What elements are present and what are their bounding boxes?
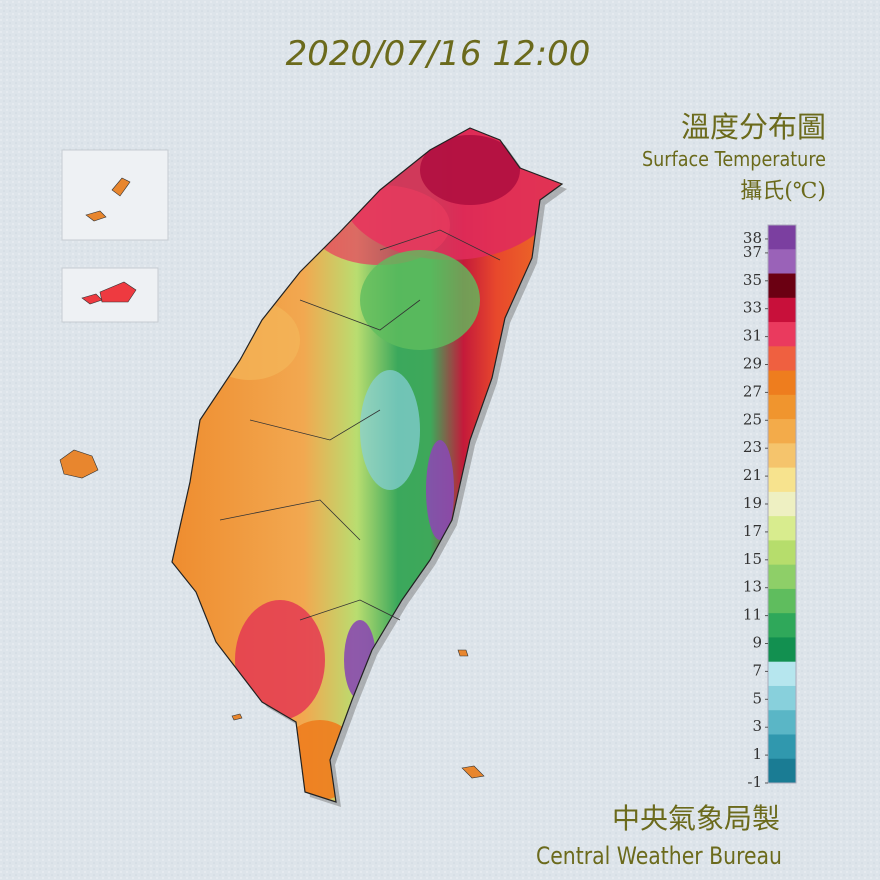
color-swatch <box>768 225 796 250</box>
color-swatch <box>768 491 796 517</box>
color-swatch <box>768 613 796 638</box>
tick-label: 38 <box>743 229 762 247</box>
tick-label: 31 <box>743 327 762 345</box>
color-swatch <box>768 297 796 323</box>
color-swatch <box>768 249 796 275</box>
color-swatch <box>768 346 796 372</box>
color-swatch <box>768 443 796 469</box>
color-swatch <box>768 394 796 420</box>
agency-name-en: Central Weather Bureau <box>536 842 782 870</box>
color-swatch <box>768 661 796 687</box>
tick-label: 37 <box>743 243 762 261</box>
inset-boxes <box>59 149 485 779</box>
color-swatch <box>768 685 796 711</box>
color-swatch <box>768 273 796 299</box>
tick-label: 23 <box>743 438 762 456</box>
color-swatch <box>768 370 796 396</box>
tick-label: 27 <box>743 382 762 400</box>
tick-label: 5 <box>752 689 762 707</box>
tick-label: 3 <box>752 717 762 735</box>
tick-label: 13 <box>743 578 762 596</box>
color-swatch <box>768 588 796 614</box>
tick-label: 33 <box>743 299 762 317</box>
tick-label: -1 <box>747 773 762 791</box>
agency-name-zh: 中央氣象局製 <box>612 802 780 835</box>
tick-label: 25 <box>743 410 762 428</box>
color-swatch <box>768 564 796 590</box>
color-swatch <box>768 710 796 735</box>
color-swatch <box>768 758 796 784</box>
tick-label: 9 <box>752 634 762 652</box>
legend-subtitle: Surface Temperature <box>642 147 826 171</box>
legend-title: 溫度分布圖 <box>681 110 826 144</box>
color-swatch <box>768 540 796 566</box>
tick-label: 29 <box>743 355 762 373</box>
color-swatch <box>768 322 796 347</box>
color-swatch <box>768 467 796 493</box>
tick-label: 15 <box>743 550 762 568</box>
color-swatch <box>768 516 796 541</box>
color-swatch <box>768 734 796 760</box>
tick-label: 35 <box>743 271 762 289</box>
color-swatch <box>768 419 796 444</box>
tick-label: 21 <box>743 466 762 484</box>
map-title: 2020/07/16 12:00 <box>286 34 591 74</box>
legend-unit: 攝氏(℃) <box>740 179 826 204</box>
color-swatch <box>768 637 796 663</box>
tick-label: 19 <box>743 494 762 512</box>
tick-label: 7 <box>752 661 762 679</box>
tick-label: 1 <box>752 745 762 763</box>
tick-label: 17 <box>743 522 762 540</box>
tick-label: 11 <box>743 606 762 624</box>
